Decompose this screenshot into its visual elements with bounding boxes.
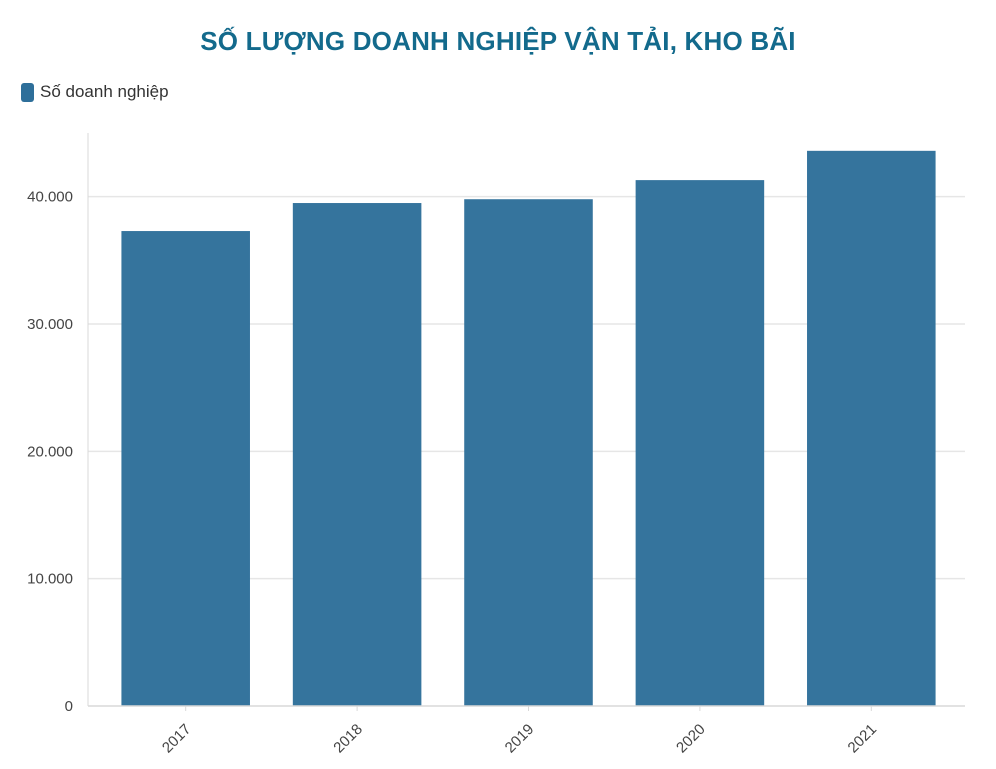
y-tick-label: 40.000: [27, 189, 73, 206]
x-tick-label: 2019: [502, 721, 538, 757]
legend-label: Số doanh nghiệp: [40, 82, 169, 101]
y-tick-label: 20.000: [27, 443, 73, 460]
y-tick-label: 30.000: [27, 316, 73, 333]
x-tick-label: 2017: [159, 721, 195, 757]
x-tick-label: 2020: [673, 721, 709, 757]
chart-title: SỐ LƯỢNG DOANH NGHIỆP VẬN TẢI, KHO BÃI: [200, 26, 796, 56]
bar-2021[interactable]: [807, 150, 936, 706]
y-tick-label: 0: [65, 698, 73, 715]
axes: [87, 133, 965, 711]
bar-2019[interactable]: [464, 199, 593, 707]
bars: [121, 150, 936, 707]
legend[interactable]: Số doanh nghiệp: [21, 82, 169, 102]
x-tick-labels: 2017 2018 2019 2020 2021: [159, 721, 880, 757]
bar-2017[interactable]: [121, 231, 250, 706]
y-tick-label: 10.000: [27, 571, 73, 588]
bar-2018[interactable]: [292, 203, 422, 707]
x-tick-label: 2018: [330, 721, 366, 757]
x-tick-label: 2021: [845, 721, 881, 757]
y-tick-labels: 0 10.000 20.000 30.000 40.000: [27, 189, 73, 715]
legend-swatch: [21, 82, 34, 102]
bar-2020[interactable]: [635, 180, 765, 706]
